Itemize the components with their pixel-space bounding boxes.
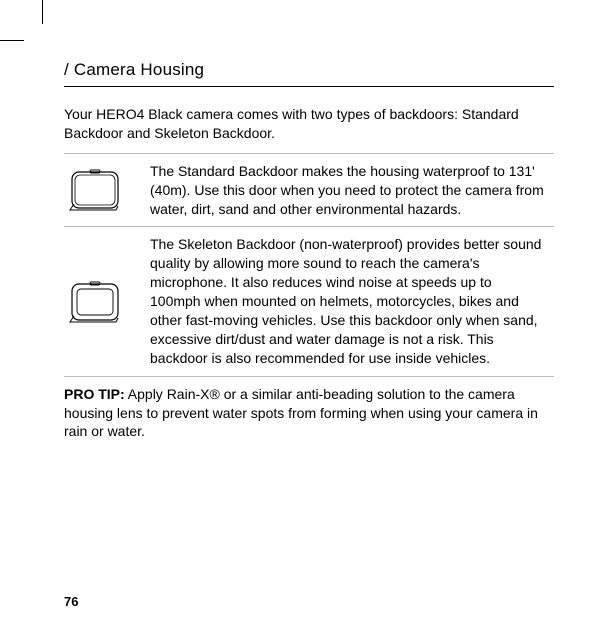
backdoor-table: The Standard Backdoor makes the housing …: [64, 153, 554, 377]
pro-tip-text: Apply Rain-X® or a similar anti-beading …: [64, 386, 538, 440]
skeleton-backdoor-text: The Skeleton Backdoor (non-waterproof) p…: [150, 235, 554, 367]
pro-tip-label: PRO TIP:: [64, 386, 125, 402]
intro-text: Your HERO4 Black camera comes with two t…: [64, 105, 554, 143]
crop-mark-horizontal: [0, 40, 24, 41]
standard-backdoor-icon-cell: [64, 162, 150, 219]
section-title: / Camera Housing: [64, 60, 554, 87]
page-number: 76: [64, 594, 78, 609]
skeleton-backdoor-icon: [68, 278, 124, 326]
standard-backdoor-text: The Standard Backdoor makes the housing …: [150, 162, 554, 219]
page-content: / Camera Housing Your HERO4 Black camera…: [64, 60, 554, 441]
crop-mark-vertical: [42, 0, 43, 24]
pro-tip: PRO TIP: Apply Rain-X® or a similar anti…: [64, 385, 554, 442]
standard-backdoor-icon: [68, 166, 124, 214]
table-row: The Skeleton Backdoor (non-waterproof) p…: [64, 227, 554, 376]
skeleton-backdoor-icon-cell: [64, 235, 150, 367]
table-row: The Standard Backdoor makes the housing …: [64, 154, 554, 228]
